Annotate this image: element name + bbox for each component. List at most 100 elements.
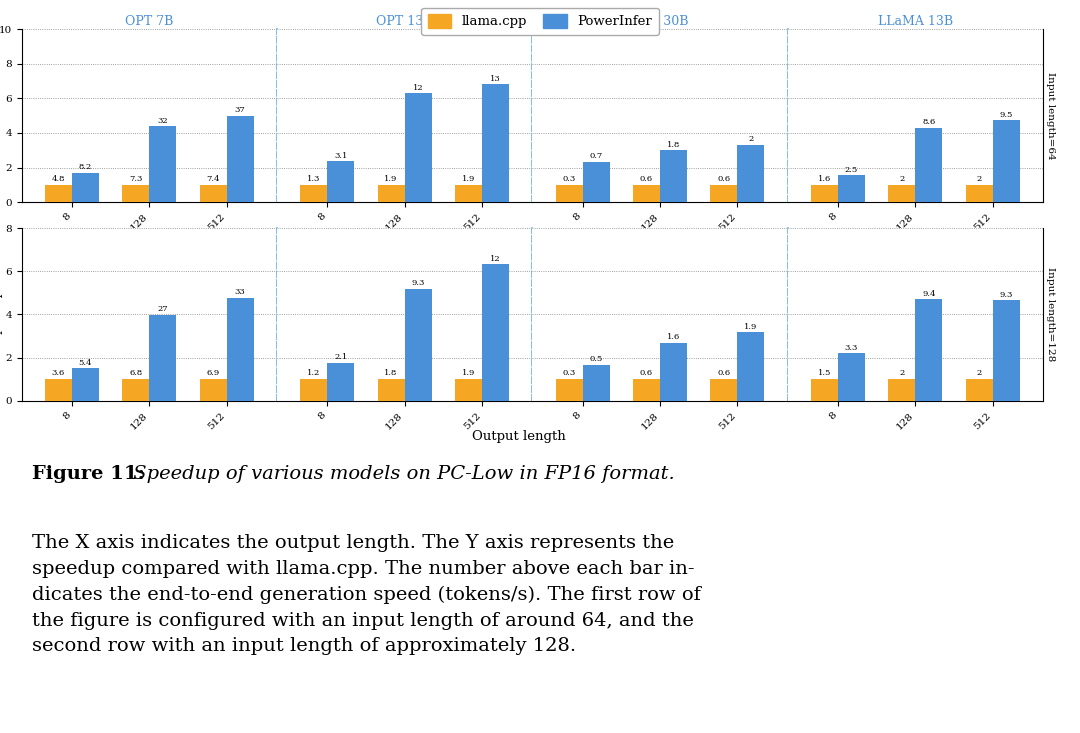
Text: 2: 2 bbox=[976, 175, 982, 183]
Bar bbox=[660, 150, 687, 202]
Bar bbox=[122, 185, 149, 202]
Bar bbox=[327, 161, 354, 202]
Text: 7.4: 7.4 bbox=[206, 175, 220, 183]
Bar bbox=[993, 301, 1020, 401]
Text: 12: 12 bbox=[413, 84, 423, 92]
Text: 0.6: 0.6 bbox=[717, 175, 730, 183]
Text: 4.8: 4.8 bbox=[52, 175, 65, 183]
Text: 0.3: 0.3 bbox=[563, 369, 576, 377]
Text: 6.8: 6.8 bbox=[130, 369, 143, 377]
Text: 2: 2 bbox=[900, 175, 904, 183]
Text: 0.3: 0.3 bbox=[563, 175, 576, 183]
Bar bbox=[889, 379, 916, 401]
Title: OPT 13B: OPT 13B bbox=[377, 15, 433, 28]
Bar bbox=[482, 84, 509, 202]
Bar bbox=[738, 144, 765, 202]
Bar bbox=[582, 365, 610, 401]
Text: 2.5: 2.5 bbox=[845, 166, 859, 174]
Bar bbox=[916, 128, 943, 202]
Text: 32: 32 bbox=[158, 117, 168, 125]
Bar bbox=[72, 172, 99, 202]
Bar bbox=[966, 379, 993, 401]
Bar bbox=[44, 185, 72, 202]
Text: 8.2: 8.2 bbox=[79, 163, 92, 172]
Legend: llama.cpp, PowerInfer: llama.cpp, PowerInfer bbox=[421, 7, 659, 35]
Text: 1.8: 1.8 bbox=[384, 369, 397, 377]
Text: 1.6: 1.6 bbox=[818, 175, 832, 183]
Text: 37: 37 bbox=[234, 106, 245, 114]
Title: OPT 7B: OPT 7B bbox=[125, 15, 174, 28]
Bar bbox=[378, 379, 405, 401]
Bar bbox=[838, 353, 865, 401]
Text: 2: 2 bbox=[976, 369, 982, 377]
Text: 3.1: 3.1 bbox=[334, 152, 348, 160]
Text: 1.9: 1.9 bbox=[462, 369, 475, 377]
Text: 0.6: 0.6 bbox=[640, 175, 653, 183]
Text: Input length=128: Input length=128 bbox=[1047, 268, 1055, 361]
Text: 6.9: 6.9 bbox=[206, 369, 219, 377]
Text: 9.4: 9.4 bbox=[922, 290, 935, 298]
Text: 3.6: 3.6 bbox=[52, 369, 65, 377]
Text: 1.5: 1.5 bbox=[818, 369, 832, 377]
Bar bbox=[555, 185, 582, 202]
Text: 1.3: 1.3 bbox=[307, 175, 321, 183]
Text: 1.9: 1.9 bbox=[384, 175, 397, 183]
Text: 7.3: 7.3 bbox=[129, 175, 143, 183]
Bar bbox=[149, 126, 176, 202]
Bar bbox=[711, 379, 738, 401]
Text: 33: 33 bbox=[234, 288, 245, 296]
Text: 9.3: 9.3 bbox=[411, 279, 424, 287]
Text: 0.7: 0.7 bbox=[590, 152, 603, 161]
Bar bbox=[227, 116, 254, 202]
Bar bbox=[633, 379, 660, 401]
Bar bbox=[300, 185, 327, 202]
Bar bbox=[200, 379, 227, 401]
Text: 0.6: 0.6 bbox=[717, 369, 730, 377]
Bar bbox=[660, 343, 687, 401]
Bar bbox=[405, 290, 432, 401]
Text: The X axis indicates the output length. The Y axis represents the
speedup compar: The X axis indicates the output length. … bbox=[32, 534, 701, 655]
Bar bbox=[738, 332, 765, 401]
Text: 9.3: 9.3 bbox=[1000, 291, 1013, 298]
Bar bbox=[482, 265, 509, 401]
Bar bbox=[811, 379, 838, 401]
Text: Speedup of various models on PC-Low in FP16 format.: Speedup of various models on PC-Low in F… bbox=[126, 465, 675, 484]
Bar bbox=[889, 185, 916, 202]
Bar bbox=[44, 379, 72, 401]
Text: 5.4: 5.4 bbox=[79, 358, 92, 366]
Text: 1.9: 1.9 bbox=[462, 175, 475, 183]
Text: 0.6: 0.6 bbox=[640, 369, 653, 377]
Text: 27: 27 bbox=[158, 306, 168, 313]
Bar bbox=[149, 315, 176, 401]
Text: Output length: Output length bbox=[472, 430, 565, 443]
Bar bbox=[455, 379, 482, 401]
Bar bbox=[200, 185, 227, 202]
Bar bbox=[993, 120, 1020, 202]
Bar bbox=[455, 185, 482, 202]
Bar bbox=[405, 93, 432, 202]
Text: 8.6: 8.6 bbox=[922, 119, 935, 126]
Bar bbox=[811, 185, 838, 202]
Text: Input length=64: Input length=64 bbox=[1047, 72, 1055, 160]
Bar bbox=[838, 175, 865, 202]
Text: Figure 11:: Figure 11: bbox=[32, 465, 145, 484]
Y-axis label: Speedup: Speedup bbox=[0, 288, 2, 341]
Text: 1.2: 1.2 bbox=[307, 369, 321, 377]
Bar bbox=[327, 363, 354, 401]
Text: 2: 2 bbox=[900, 369, 904, 377]
Text: 12: 12 bbox=[490, 254, 501, 262]
Bar bbox=[633, 185, 660, 202]
Text: 2: 2 bbox=[748, 135, 754, 143]
Bar bbox=[378, 185, 405, 202]
Text: 2.1: 2.1 bbox=[334, 353, 348, 361]
Text: 3.3: 3.3 bbox=[845, 344, 859, 352]
Bar bbox=[711, 185, 738, 202]
Bar bbox=[582, 162, 610, 202]
Text: 1.6: 1.6 bbox=[667, 334, 680, 342]
Text: 0.5: 0.5 bbox=[590, 355, 603, 363]
Bar bbox=[966, 185, 993, 202]
Bar bbox=[916, 299, 943, 401]
Title: OPT 30B: OPT 30B bbox=[632, 15, 688, 28]
Bar bbox=[300, 379, 327, 401]
Text: 9.5: 9.5 bbox=[1000, 111, 1013, 119]
